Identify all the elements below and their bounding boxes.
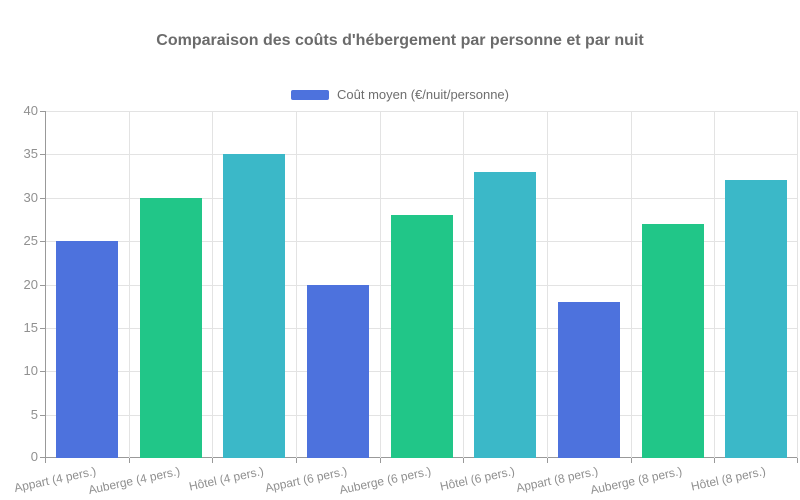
- x-axis-tick: [380, 458, 381, 463]
- gridline-horizontal: [45, 111, 798, 112]
- gridline-vertical: [380, 111, 381, 458]
- gridline-vertical: [296, 111, 297, 458]
- gridline-vertical: [631, 111, 632, 458]
- y-axis-tick: [40, 111, 45, 112]
- x-axis-tick: [212, 458, 213, 463]
- y-axis-tick: [40, 241, 45, 242]
- x-axis-label: Hôtel (4 pers.): [187, 464, 266, 494]
- x-axis-tick: [129, 458, 130, 463]
- gridline-horizontal: [45, 154, 798, 155]
- bar[interactable]: [725, 180, 788, 458]
- y-axis-tick: [40, 198, 45, 199]
- bar[interactable]: [390, 215, 453, 458]
- y-axis-label: 0: [30, 449, 38, 464]
- y-axis-label: 5: [30, 407, 38, 422]
- y-axis-tick: [40, 415, 45, 416]
- x-axis-tick: [631, 458, 632, 463]
- y-axis-label: 25: [23, 233, 38, 248]
- x-axis-label: Hôtel (8 pers.): [689, 464, 768, 494]
- y-axis-label: 20: [23, 277, 38, 292]
- gridline-vertical: [547, 111, 548, 458]
- y-axis-tick: [40, 154, 45, 155]
- y-axis-tick: [40, 328, 45, 329]
- x-axis-label: Appart (4 pers.): [13, 464, 98, 496]
- bar[interactable]: [139, 197, 202, 459]
- bar[interactable]: [474, 171, 537, 458]
- plot-area: 0 5 10 15 20 25 30 35 40 Appart (4 pers.) Auberge …: [13, 104, 798, 497]
- legend-swatch-icon: [291, 89, 329, 100]
- y-axis-label: 40: [23, 103, 38, 118]
- gridline-horizontal: [45, 198, 798, 199]
- y-axis-label: 15: [23, 320, 38, 335]
- x-axis-tick: [714, 458, 715, 463]
- bar[interactable]: [55, 241, 118, 458]
- y-axis-line: [45, 111, 46, 458]
- gridline-vertical: [463, 111, 464, 458]
- legend-label: Coût moyen (€/nuit/personne): [337, 87, 509, 102]
- x-axis-tick: [45, 458, 46, 463]
- gridline-vertical: [714, 111, 715, 458]
- y-axis-tick: [40, 371, 45, 372]
- y-axis-label: 30: [23, 190, 38, 205]
- bar[interactable]: [641, 223, 704, 458]
- x-axis-tick: [296, 458, 297, 463]
- bar[interactable]: [223, 154, 286, 458]
- x-axis-tick: [547, 458, 548, 463]
- x-axis-tick: [463, 458, 464, 463]
- y-axis-label: 10: [23, 363, 38, 378]
- x-axis-label: Appart (6 pers.): [264, 464, 349, 496]
- x-axis-label: Auberge (8 pers.): [589, 464, 684, 498]
- gridline-vertical: [212, 111, 213, 458]
- y-axis-tick: [40, 285, 45, 286]
- x-axis-label: Appart (8 pers.): [515, 464, 600, 496]
- y-axis-tick: [40, 457, 45, 458]
- legend-item[interactable]: Coût moyen (€/nuit/personne): [0, 87, 800, 102]
- y-axis-label: 35: [23, 146, 38, 161]
- bar[interactable]: [557, 301, 620, 458]
- bar[interactable]: [306, 284, 369, 458]
- chart-title: Comparaison des coûts d'hébergement par …: [156, 32, 644, 49]
- x-axis-label: Hôtel (6 pers.): [438, 464, 517, 494]
- x-axis-tick: [797, 458, 798, 463]
- gridline-vertical: [129, 111, 130, 458]
- gridline-vertical: [797, 111, 798, 458]
- x-axis-label: Auberge (4 pers.): [87, 464, 182, 498]
- x-axis-label: Auberge (6 pers.): [338, 464, 433, 498]
